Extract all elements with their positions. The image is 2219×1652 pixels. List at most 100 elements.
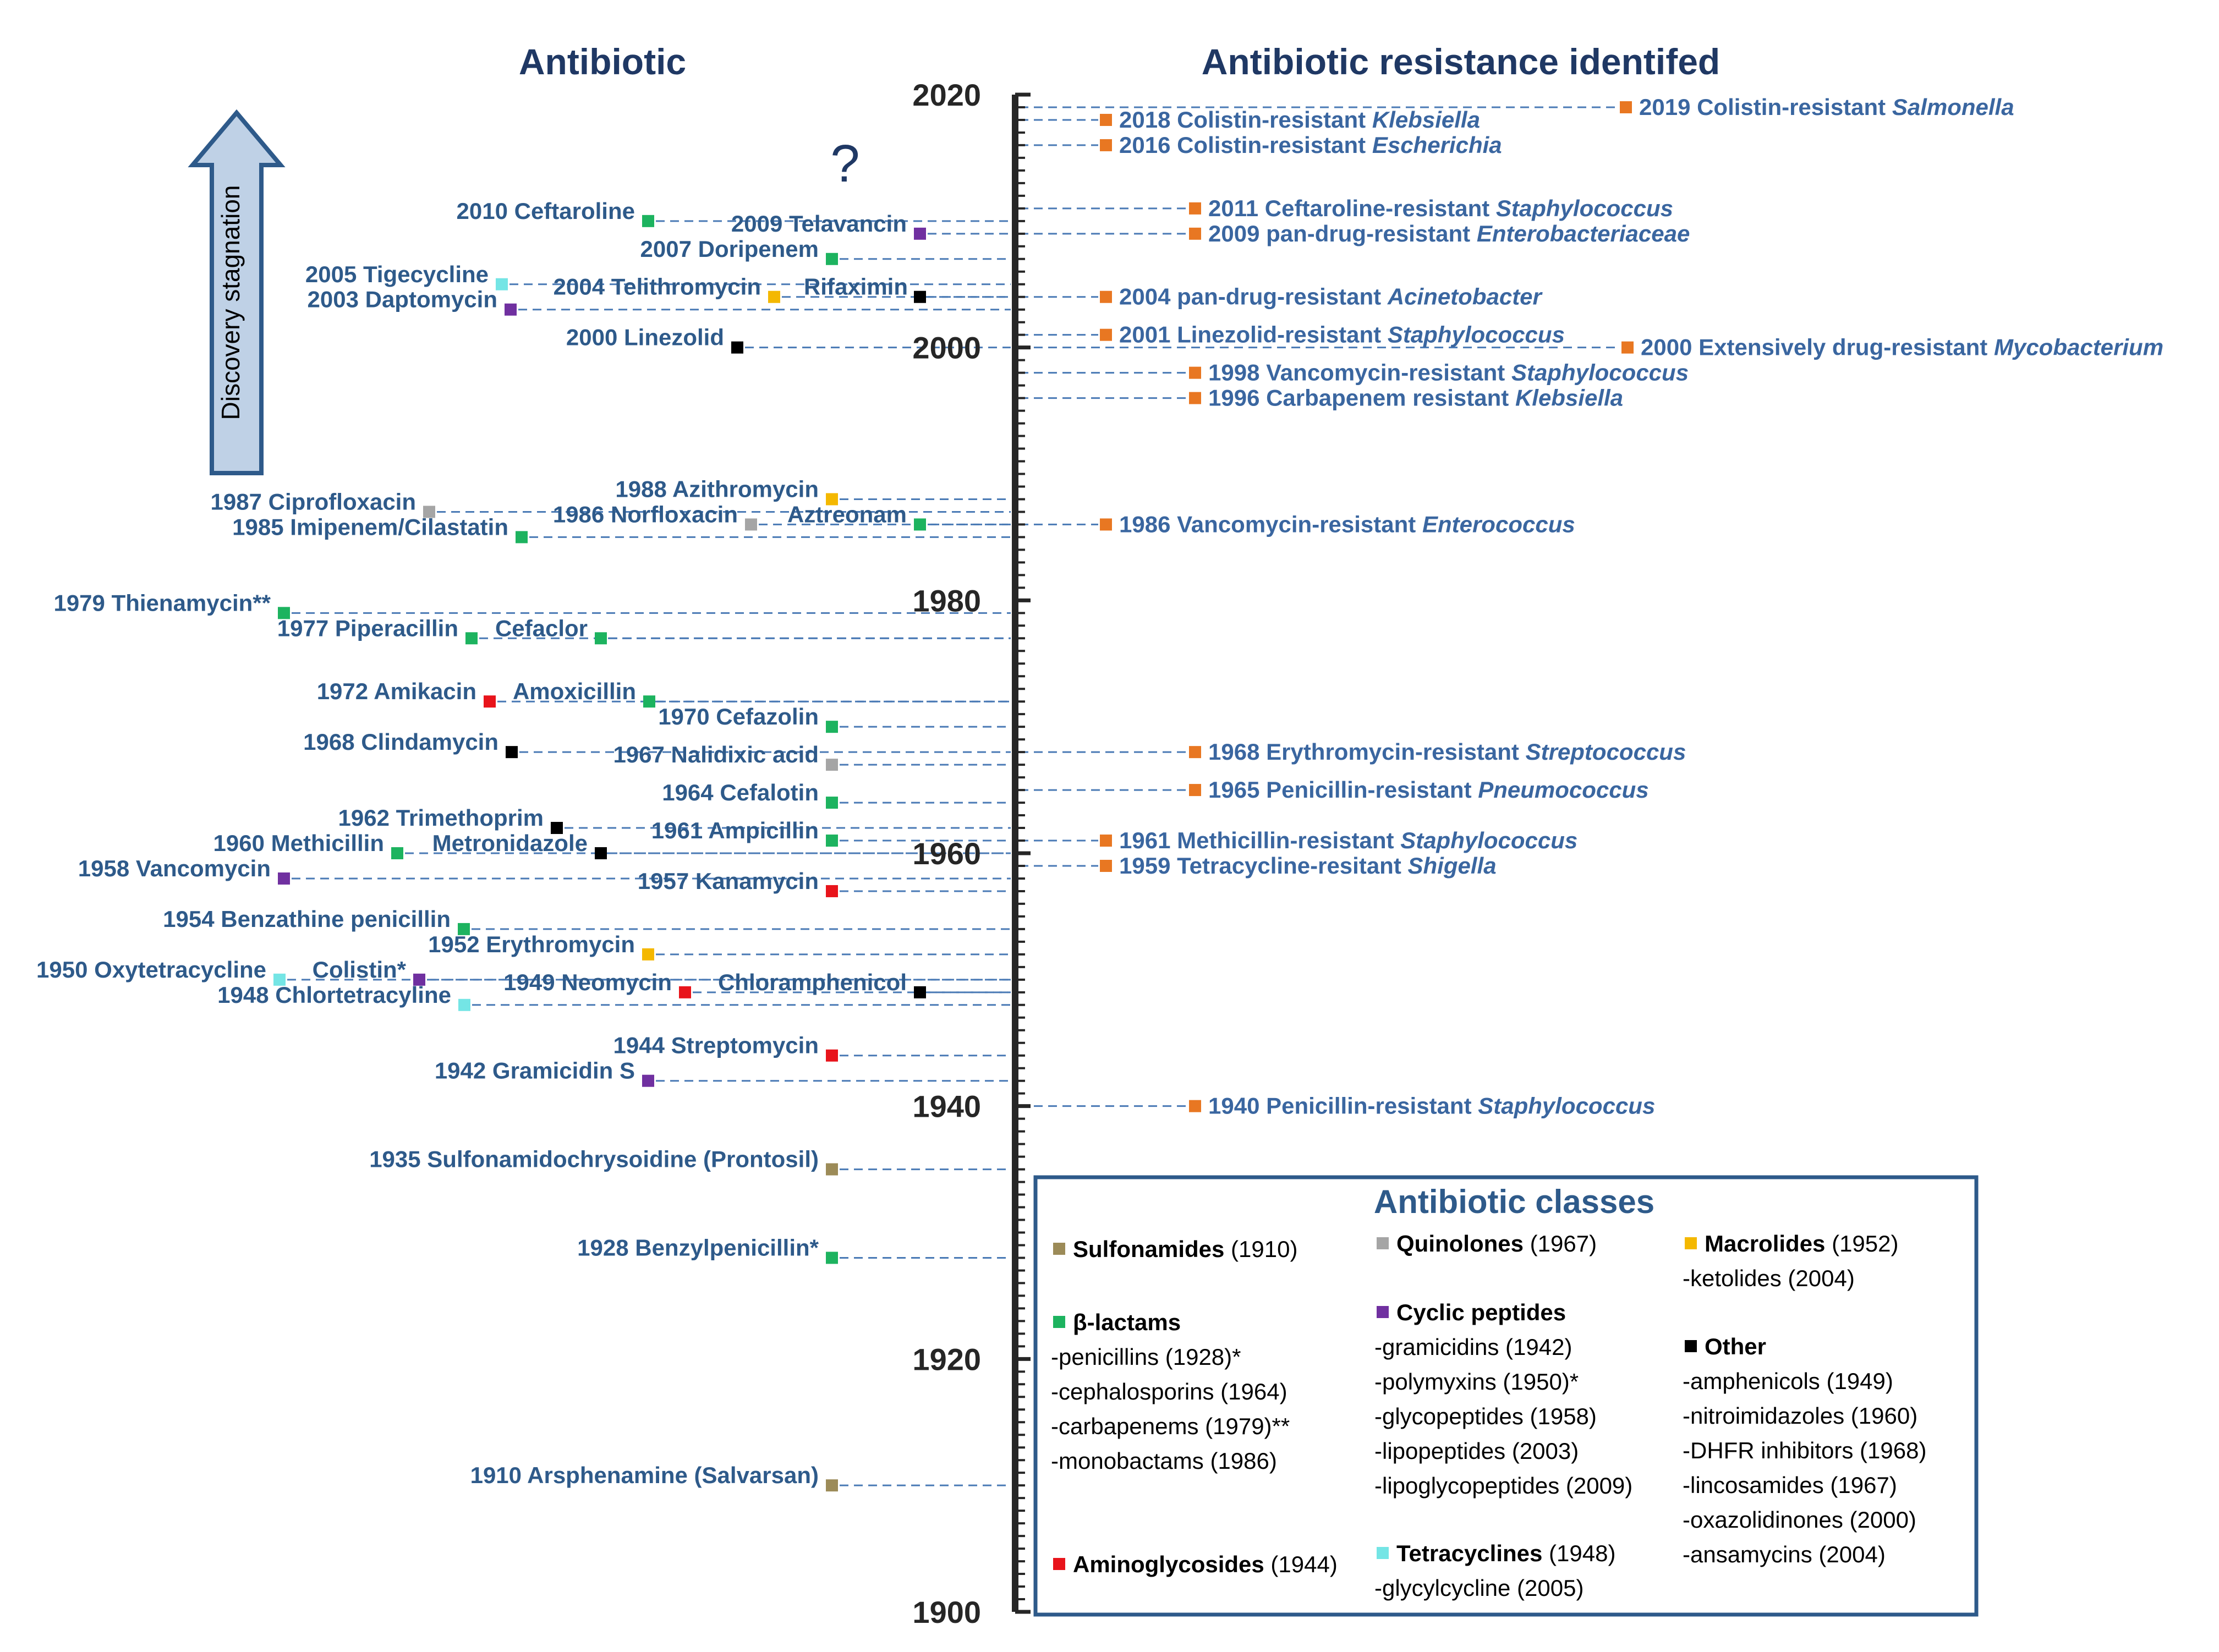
resistance-organism: Pneumococcus: [1478, 777, 1648, 803]
antibiotic-label: Colistin*: [313, 957, 407, 983]
antibiotic-label: 1961 Ampicillin: [651, 817, 819, 843]
class-marker: [826, 253, 838, 265]
legend-class-year: (1967): [1524, 1231, 1597, 1256]
resistance-marker: [1189, 1100, 1201, 1112]
class-marker: [826, 1479, 838, 1492]
legend-subclass: -polymyxins (1950)*: [1374, 1369, 1579, 1395]
resistance-prefix: 1986 Vancomycin-resistant: [1119, 511, 1422, 537]
legend-class-name: Other: [1705, 1333, 1766, 1359]
class-marker: [643, 695, 655, 708]
class-marker: [768, 290, 780, 303]
resistance-header: Antibiotic resistance identifed: [1202, 41, 1721, 82]
antibiotic-label: 1948 Chlortetracyline: [217, 982, 451, 1008]
antibiotic-label: 1928 Benzylpenicillin*: [577, 1234, 819, 1260]
antibiotic-label: 2009 Telavancin: [731, 211, 907, 237]
class-marker: [731, 341, 743, 354]
legend-class-name: Sulfonamides: [1073, 1236, 1224, 1262]
resistance-marker: [1621, 341, 1634, 354]
resistance-label: 1998 Vancomycin-resistant Staphylococcus: [1208, 360, 1689, 386]
resistance-prefix: 2019 Colistin-resistant: [1639, 94, 1892, 120]
resistance-label: 1940 Penicillin-resistant Staphylococcus: [1208, 1093, 1655, 1119]
antibiotic-label: Cefaclor: [495, 615, 588, 641]
legend-class: Macrolides (1952): [1705, 1231, 1899, 1256]
legend-subclass: -lincosamides (1967): [1683, 1472, 1897, 1498]
legend-class: β-lactams: [1073, 1309, 1181, 1335]
class-marker: [391, 847, 403, 859]
legend-class-name: Aminoglycosides: [1073, 1551, 1264, 1577]
class-marker: [745, 518, 757, 531]
antibiotic-header: Antibiotic: [519, 41, 686, 82]
resistance-organism: Salmonella: [1892, 94, 2014, 120]
legend-swatch: [1685, 1340, 1697, 1352]
legend-class-name: Quinolones: [1396, 1231, 1524, 1256]
resistance-prefix: 1998 Vancomycin-resistant: [1208, 360, 1511, 386]
legend: Antibiotic classes Sulfonamides (1910) β-…: [1033, 1175, 1979, 1617]
class-marker: [642, 948, 654, 961]
antibiotic-label: Chloramphenicol: [718, 969, 907, 995]
legend-subclass: -gramicidins (1942): [1374, 1334, 1572, 1360]
up-arrow-icon: [188, 109, 286, 475]
resistance-organism: Streptococcus: [1526, 739, 1686, 765]
legend-subclass: -carbapenems (1979)**: [1051, 1413, 1290, 1439]
antibiotic-label: 1910 Arsphenamine (Salvarsan): [470, 1462, 819, 1488]
resistance-organism: Shigella: [1408, 853, 1497, 879]
resistance-label: 2001 Linezolid-resistant Staphylococcus: [1119, 322, 1565, 348]
class-marker: [914, 227, 926, 240]
legend-subclass: -DHFR inhibitors (1968): [1683, 1437, 1926, 1463]
antibiotic-label: 1944 Streptomycin: [613, 1033, 819, 1058]
resistance-organism: Klebsiella: [1372, 107, 1480, 133]
class-marker: [595, 847, 607, 859]
antibiotic-label: Metronidazole: [432, 830, 588, 856]
legend-swatch: [1377, 1547, 1389, 1559]
class-marker: [826, 721, 838, 733]
resistance-marker: [1100, 518, 1112, 531]
legend-class: Quinolones (1967): [1396, 1231, 1597, 1256]
class-marker: [551, 822, 563, 835]
legend-swatch: [1377, 1306, 1389, 1318]
resistance-marker: [1620, 101, 1632, 113]
legend-swatch: [1053, 1558, 1065, 1570]
resistance-prefix: 1965 Penicillin-resistant: [1208, 777, 1478, 803]
legend-class-name: Macrolides: [1705, 1231, 1825, 1256]
resistance-organism: Acinetobacter: [1387, 284, 1543, 310]
year-label: 2020: [912, 78, 981, 112]
antibiotic-label: 1954 Benzathine penicillin: [163, 906, 451, 932]
resistance-prefix: 1996 Carbapenem resistant: [1208, 385, 1515, 411]
legend-class-name: β-lactams: [1073, 1309, 1181, 1335]
class-marker: [826, 759, 838, 771]
resistance-prefix: 2011 Ceftaroline-resistant: [1208, 195, 1496, 221]
antibiotic-label: 2004 Telithromycin: [554, 274, 761, 300]
resistance-entries: 2019 Colistin-resistant Salmonella 2018 C…: [1100, 94, 2163, 1119]
year-axis: 1900 1920 1940 1960 1980 2000 2020: [912, 78, 1031, 1629]
class-marker: [679, 986, 691, 998]
class-marker: [826, 797, 838, 809]
resistance-organism: Mycobacterium: [1994, 334, 2163, 360]
resistance-label: 2009 pan-drug-resistant Enterobacteriace…: [1208, 221, 1690, 246]
resistance-label: 2011 Ceftaroline-resistant Staphylococcu…: [1208, 195, 1673, 221]
antibiotic-label: Amoxicillin: [513, 678, 636, 704]
resistance-prefix: 2004 pan-drug-resistant: [1119, 284, 1388, 310]
antibiotic-label: 1972 Amikacin: [317, 678, 476, 704]
legend-subclass: -glycylcycline (2005): [1374, 1575, 1584, 1601]
class-marker: [642, 1074, 654, 1087]
legend-subclass: -cephalosporins (1964): [1051, 1379, 1287, 1404]
legend-subclass: -amphenicols (1949): [1683, 1368, 1893, 1394]
resistance-prefix: 1940 Penicillin-resistant: [1208, 1093, 1478, 1119]
class-marker: [826, 885, 838, 897]
legend-subclass: -oxazolidinones (2000): [1683, 1507, 1916, 1533]
legend-class-name: Tetracyclines: [1396, 1540, 1542, 1566]
antibiotic-label: 1987 Ciprofloxacin: [211, 489, 416, 514]
class-marker: [826, 1049, 838, 1062]
legend-class: Tetracyclines (1948): [1396, 1540, 1615, 1566]
legend-swatch: [1377, 1237, 1389, 1249]
arrow-label: Discovery stagnation: [216, 185, 245, 420]
antibiotic-label: 1958 Vancomycin: [78, 855, 271, 881]
resistance-marker: [1100, 859, 1112, 872]
class-marker: [484, 695, 496, 708]
legend-class-name: Cyclic peptides: [1396, 1299, 1566, 1325]
antibiotic-label: 2003 Daptomycin: [308, 287, 497, 312]
class-marker: [826, 1163, 838, 1176]
resistance-label: 2004 pan-drug-resistant Acinetobacter: [1119, 284, 1543, 310]
antibiotic-label: 1970 Cefazolin: [658, 704, 819, 729]
resistance-prefix: 2000 Extensively drug-resistant: [1641, 334, 1994, 360]
